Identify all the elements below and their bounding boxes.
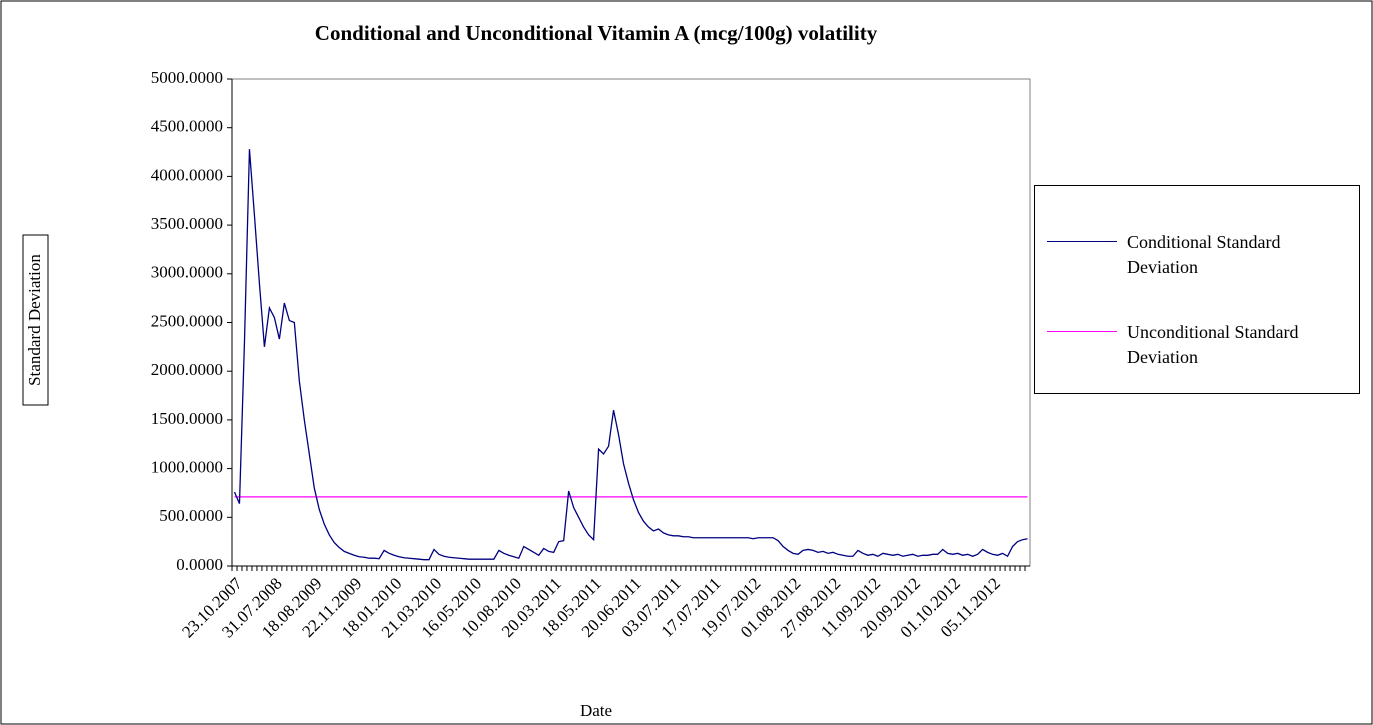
legend-label: Conditional Standard Deviation [1127, 232, 1281, 277]
y-tick-label: 1000.0000 [151, 458, 223, 477]
plot-area [231, 78, 1031, 567]
y-tick-label: 1500.0000 [151, 409, 223, 428]
legend-label: Unconditional Standard Deviation [1127, 322, 1299, 367]
y-tick-label: 2500.0000 [151, 311, 223, 330]
chart-title: Conditional and Unconditional Vitamin A … [315, 21, 878, 45]
legend-item: Unconditional Standard Deviation [1047, 320, 1347, 370]
y-tick-label: 4000.0000 [151, 165, 223, 184]
y-title-box [22, 234, 49, 406]
y-tick-label: 3000.0000 [151, 263, 223, 282]
legend-swatch [1047, 241, 1117, 242]
y-axis-title: Standard Deviation [25, 254, 44, 386]
y-tick-label: 5000.0000 [151, 68, 223, 87]
y-tick-label: 3500.0000 [151, 214, 223, 233]
y-tick-label: 4500.0000 [151, 117, 223, 136]
legend: Conditional Standard Deviation Unconditio… [1034, 185, 1360, 394]
legend-swatch [1047, 331, 1117, 332]
series-line [233, 149, 1028, 561]
y-tick-label: 500.0000 [159, 506, 223, 525]
y-tick-label: 2000.0000 [151, 360, 223, 379]
y-tick-label: 0.0000 [176, 555, 223, 574]
x-axis-title: Date [580, 701, 612, 720]
legend-item: Conditional Standard Deviation [1047, 230, 1347, 280]
